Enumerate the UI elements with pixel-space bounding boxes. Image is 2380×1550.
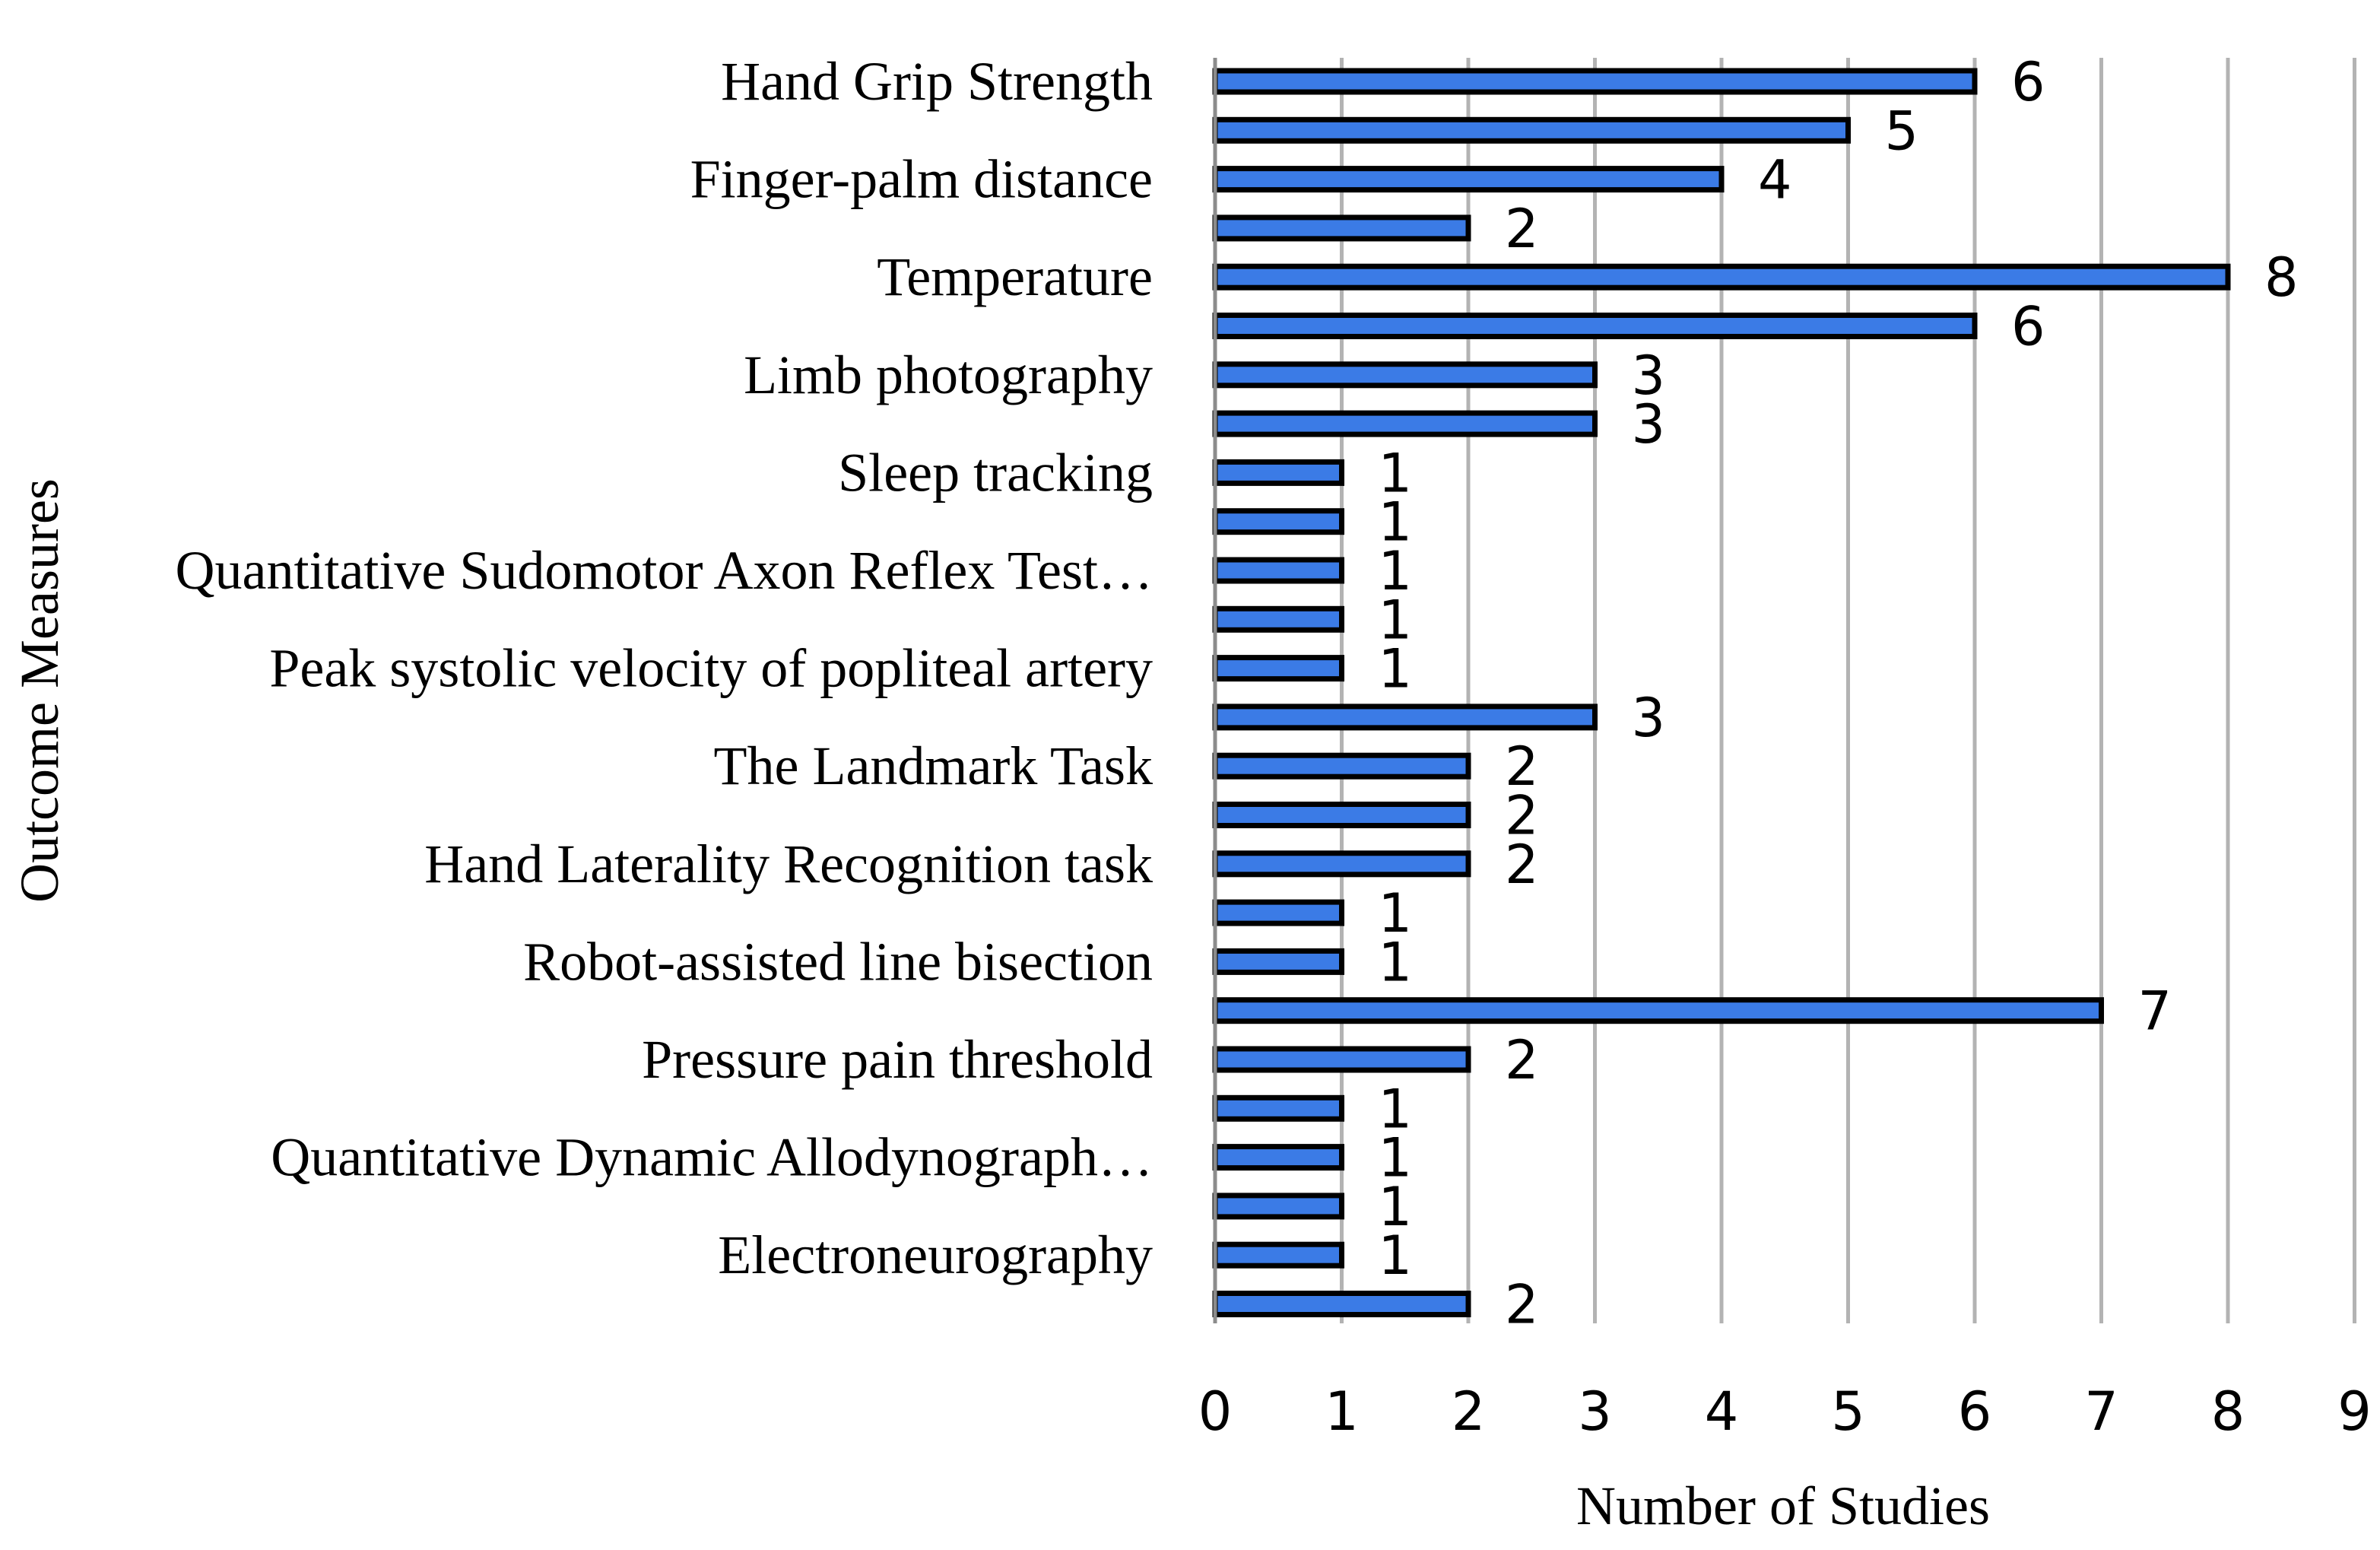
bar-5 <box>1212 313 1978 339</box>
bar-14 <box>1212 752 1471 780</box>
category-label-12: Peak systolic velocity of popliteal arte… <box>269 638 1153 699</box>
value-label-21: 1 <box>1379 1078 1413 1140</box>
bar-0 <box>1212 68 1978 95</box>
bar-6 <box>1212 361 1598 389</box>
bar-23 <box>1212 1193 1344 1220</box>
category-label-14: The Landmark Task <box>714 735 1153 796</box>
bar-15 <box>1212 802 1471 828</box>
value-label-18: 1 <box>1379 931 1413 993</box>
value-label-20: 2 <box>1505 1029 1539 1091</box>
value-label-25: 2 <box>1505 1274 1539 1336</box>
value-label-15: 2 <box>1505 785 1539 847</box>
value-label-12: 1 <box>1379 638 1413 700</box>
bar-25 <box>1212 1291 1471 1317</box>
x-tick-5: 5 <box>1831 1380 1865 1443</box>
value-label-16: 2 <box>1505 834 1539 896</box>
y-axis-title: Outcome Measures <box>9 478 70 903</box>
value-label-5: 6 <box>2011 296 2045 358</box>
bar-1 <box>1212 116 1851 144</box>
value-label-0: 6 <box>2011 51 2045 113</box>
value-label-11: 1 <box>1379 589 1413 651</box>
bar-20 <box>1212 1046 1471 1073</box>
value-label-14: 2 <box>1505 735 1539 798</box>
category-label-2: Finger-palm distance <box>690 149 1153 210</box>
value-label-9: 1 <box>1379 491 1413 554</box>
x-tick-7: 7 <box>2084 1380 2118 1443</box>
bar-22 <box>1212 1144 1344 1171</box>
category-label-6: Limb photography <box>744 345 1153 405</box>
category-label-20: Pressure pain threshold <box>642 1029 1153 1090</box>
bar-10 <box>1212 557 1344 584</box>
x-tick-9: 9 <box>2337 1380 2372 1443</box>
x-axis-title: Number of Studies <box>1576 1475 1990 1536</box>
x-tick-labels: 0 1 2 3 4 5 6 7 8 9 <box>1198 1380 2372 1443</box>
value-label-10: 1 <box>1379 540 1413 602</box>
x-tick-6: 6 <box>1958 1380 1992 1443</box>
value-label-3: 2 <box>1505 198 1539 260</box>
x-tick-1: 1 <box>1325 1380 1359 1443</box>
x-tick-3: 3 <box>1578 1380 1612 1443</box>
bar-19 <box>1212 997 2104 1024</box>
value-label-7: 3 <box>1632 393 1666 456</box>
value-label-6: 3 <box>1632 345 1666 407</box>
bar-9 <box>1212 508 1344 535</box>
bar-13 <box>1212 704 1598 731</box>
gridlines <box>1340 58 2356 1323</box>
bar-12 <box>1212 655 1344 682</box>
category-label-8: Sleep tracking <box>838 442 1153 503</box>
bar-16 <box>1212 850 1471 878</box>
bar-8 <box>1212 459 1344 486</box>
bar-18 <box>1212 948 1344 975</box>
category-label-16: Hand Laterality Recognition task <box>424 834 1153 894</box>
x-tick-8: 8 <box>2211 1380 2245 1443</box>
bar-24 <box>1212 1241 1344 1269</box>
category-labels: Hand Grip Strength Finger-palm distance Te… <box>176 51 1154 1285</box>
value-label-8: 1 <box>1379 442 1413 504</box>
bar-21 <box>1212 1094 1344 1122</box>
value-label-2: 4 <box>1758 149 1792 211</box>
x-tick-4: 4 <box>1705 1380 1739 1443</box>
value-label-19: 7 <box>2138 980 2172 1043</box>
bar-2 <box>1212 166 1725 193</box>
bar-3 <box>1212 214 1471 242</box>
value-label-24: 1 <box>1379 1224 1413 1287</box>
category-label-0: Hand Grip Strength <box>721 51 1153 112</box>
category-label-22: Quantitative Dynamic Allodynograph… <box>271 1127 1153 1188</box>
bar-17 <box>1212 899 1344 926</box>
value-label-4: 8 <box>2264 246 2299 309</box>
category-label-10: Quantitative Sudomotor Axon Reflex Test… <box>176 540 1154 601</box>
bar-4 <box>1212 263 2231 291</box>
bar-11 <box>1212 605 1344 633</box>
category-label-24: Electroneurography <box>718 1224 1153 1285</box>
bars <box>1212 68 2231 1317</box>
category-label-4: Temperature <box>877 246 1153 307</box>
x-tick-0: 0 <box>1198 1380 1233 1443</box>
value-label-23: 1 <box>1379 1176 1413 1238</box>
category-label-18: Robot-assisted line bisection <box>523 931 1153 992</box>
value-label-17: 1 <box>1379 882 1413 945</box>
value-label-1: 5 <box>1885 100 1919 162</box>
value-label-22: 1 <box>1379 1127 1413 1189</box>
bar-7 <box>1212 410 1598 437</box>
value-label-13: 3 <box>1632 687 1666 749</box>
x-tick-2: 2 <box>1452 1380 1486 1443</box>
